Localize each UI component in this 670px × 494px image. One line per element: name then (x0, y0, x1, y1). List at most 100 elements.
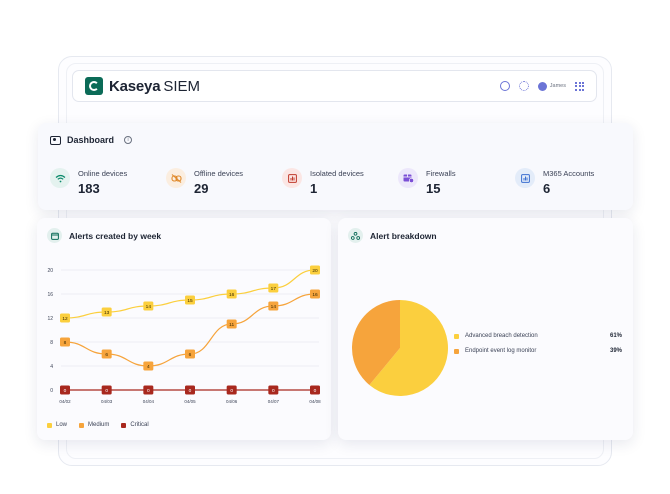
data-label: 14 (146, 304, 152, 310)
data-point-critical[interactable] (268, 385, 279, 395)
data-point-low[interactable] (143, 301, 154, 311)
kaseya-logo-icon (85, 77, 103, 95)
alert-breakdown-title: Alert breakdown (370, 230, 437, 241)
data-point-medium[interactable] (60, 337, 70, 347)
y-tick-label: 20 (47, 268, 53, 274)
data-point-medium[interactable] (185, 349, 195, 359)
legend-label: Critical (130, 422, 149, 428)
data-point-medium[interactable] (226, 319, 237, 329)
data-point-medium[interactable] (101, 349, 112, 359)
accounts-chart-icon (515, 168, 535, 188)
help-icon[interactable] (499, 81, 510, 91)
data-label: 16 (229, 292, 235, 298)
data-point-critical[interactable] (310, 385, 320, 395)
x-tick-label: 04/02 (59, 399, 71, 404)
data-label: 11 (229, 322, 234, 328)
brand-name: Kaseya (109, 77, 161, 95)
data-point-low[interactable] (185, 295, 195, 305)
user-name: James (549, 83, 566, 89)
stat-value: 6 (543, 181, 551, 196)
data-point-critical[interactable] (226, 385, 237, 395)
gear-icon[interactable] (518, 81, 529, 91)
brand-product: SIEM (163, 77, 201, 95)
data-label: 0 (314, 388, 317, 394)
pie-legend: Advanced breach detection 61% Endpoint e… (454, 333, 622, 363)
data-point-medium[interactable] (143, 361, 154, 371)
data-point-medium[interactable] (310, 289, 320, 299)
dashboard-card: Dashboard i Online devices 183 Offline d… (38, 123, 633, 210)
alert-breakdown-card: Alert breakdown Advanced breach detectio… (338, 218, 633, 440)
info-icon[interactable]: i (124, 136, 133, 144)
data-point-low[interactable] (310, 265, 320, 275)
alert-pie-chart (352, 300, 448, 396)
data-point-low[interactable] (268, 283, 279, 293)
data-label: 12 (62, 316, 68, 322)
alerts-line-chart: 0 4 8 12 16 20 04/02 04/03 04/04 04/05 04/06 04/07 0… (47, 265, 321, 404)
stat-isolated-devices[interactable]: Isolated devices 1 (282, 168, 364, 196)
data-label: 0 (230, 388, 233, 394)
y-tick-label: 4 (50, 364, 53, 370)
pie-legend-label: Endpoint event log monitor (465, 348, 537, 354)
data-point-medium[interactable] (268, 301, 279, 311)
user-menu[interactable]: James (537, 81, 566, 91)
legend-item-medium[interactable]: Medium (79, 422, 109, 428)
hierarchy-icon (348, 228, 363, 243)
data-label: 20 (312, 268, 318, 274)
top-bar: Kaseya SIEM James (72, 70, 597, 102)
x-tick-label: 04/08 (309, 399, 321, 404)
stat-label: Isolated devices (310, 169, 364, 178)
wifi-icon (50, 168, 70, 188)
data-label: 14 (271, 304, 277, 310)
data-point-critical[interactable] (143, 385, 154, 395)
data-point-low[interactable] (226, 289, 237, 299)
isolated-chart-icon (282, 168, 302, 188)
y-tick-label: 8 (50, 340, 53, 346)
data-point-critical[interactable] (185, 385, 195, 395)
legend-label: Low (56, 422, 68, 428)
data-label: 8 (64, 340, 67, 346)
firewall-icon (398, 168, 418, 188)
pie-slice[interactable] (352, 300, 400, 385)
stat-firewalls[interactable]: Firewalls 15 (398, 168, 456, 196)
y-tick-label: 12 (47, 316, 53, 322)
data-label: 13 (104, 310, 110, 316)
data-label: 0 (105, 388, 108, 394)
data-label: 0 (272, 388, 275, 394)
dashboard-icon (50, 135, 61, 145)
x-tick-label: 04/07 (268, 399, 280, 404)
data-label: 15 (187, 298, 193, 304)
avatar (537, 81, 547, 91)
pie-legend-item[interactable]: Endpoint event log monitor 39% (454, 348, 622, 354)
pie-slice[interactable] (369, 300, 448, 396)
data-point-critical[interactable] (101, 385, 112, 395)
data-point-low[interactable] (60, 313, 70, 323)
stat-label: M365 Accounts (543, 169, 595, 178)
stat-value: 183 (78, 181, 100, 196)
stat-online-devices[interactable]: Online devices 183 (50, 168, 127, 196)
pie-legend-item[interactable]: Advanced breach detection 61% (454, 333, 622, 339)
stat-label: Offline devices (194, 169, 244, 178)
alerts-by-week-card: Alerts created by week 0 4 8 12 16 20 04/02 04/… (37, 218, 331, 440)
data-label: 17 (271, 286, 277, 292)
stat-label: Firewalls (426, 169, 456, 178)
data-label: 4 (147, 364, 150, 370)
data-label: 0 (64, 388, 67, 394)
stat-m365-accounts[interactable]: M365 Accounts 6 (515, 168, 594, 196)
data-label: 6 (105, 352, 108, 358)
x-tick-label: 04/03 (101, 399, 113, 404)
dashboard-title: Dashboard (67, 135, 115, 145)
stat-label: Online devices (78, 169, 128, 178)
apps-grid-icon[interactable] (575, 81, 584, 91)
data-point-low[interactable] (101, 307, 112, 317)
legend-item-critical[interactable]: Critical (121, 422, 149, 428)
x-tick-label: 04/05 (184, 399, 196, 404)
chart-legend: Low Medium Critical (47, 422, 149, 428)
pie-legend-percent: 61% (609, 333, 622, 339)
stat-value: 29 (194, 181, 209, 196)
stat-offline-devices[interactable]: Offline devices 29 (166, 168, 243, 196)
legend-item-low[interactable]: Low (47, 422, 67, 428)
pie-legend-label: Advanced breach detection (465, 333, 538, 339)
data-label: 0 (189, 388, 192, 394)
data-point-critical[interactable] (60, 385, 70, 395)
stat-value: 15 (426, 181, 441, 196)
